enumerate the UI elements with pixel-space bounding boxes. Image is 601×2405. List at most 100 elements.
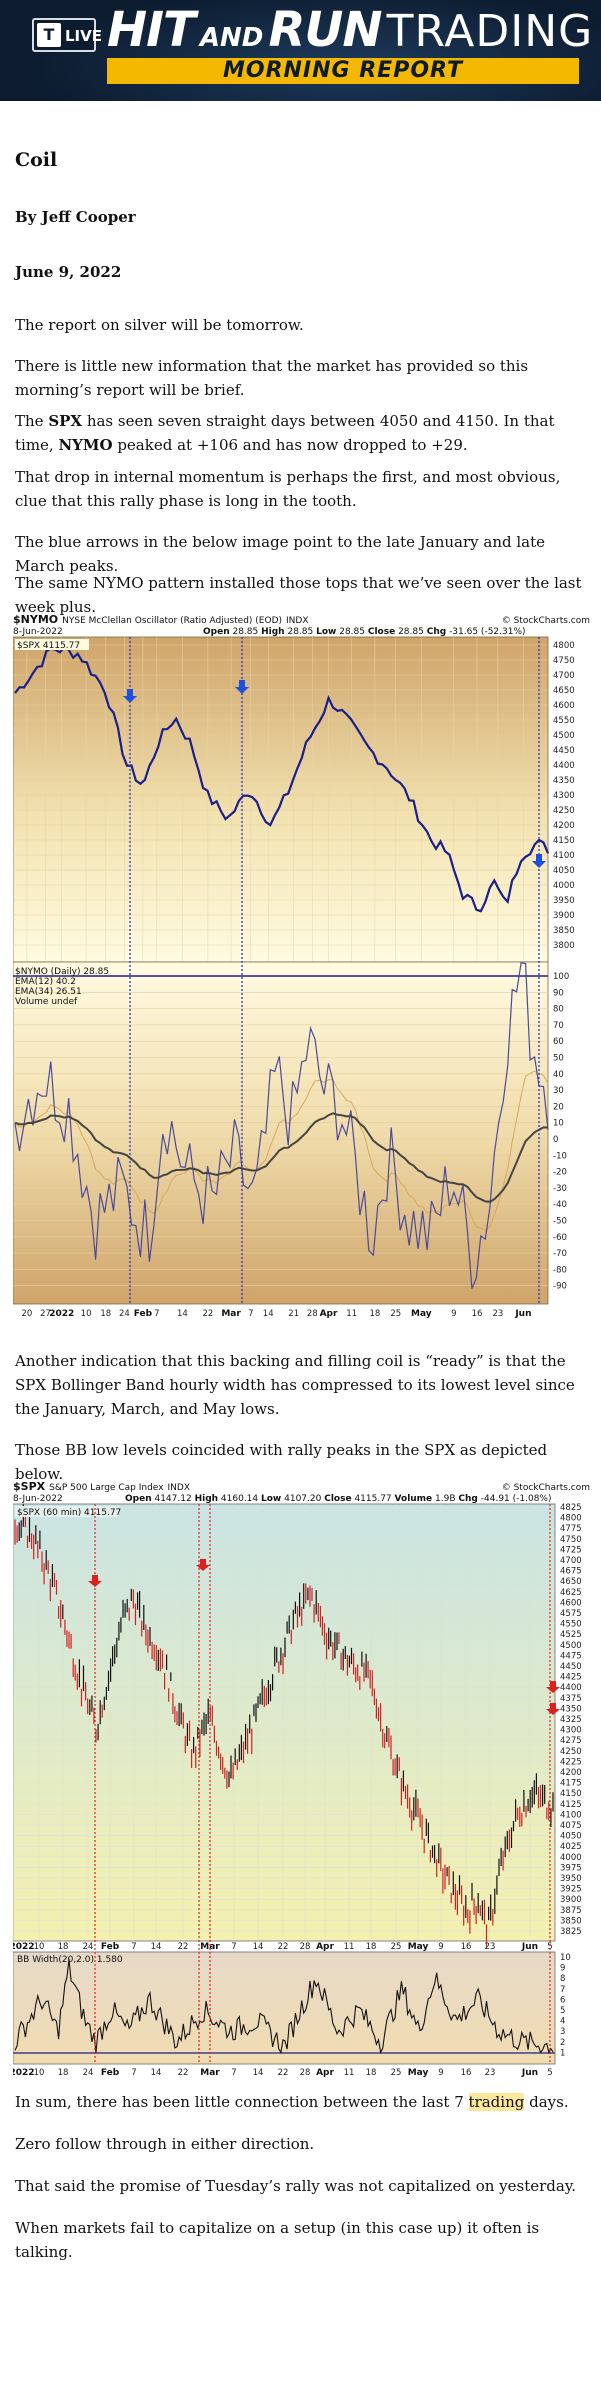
- spx-low-label: Low: [261, 1494, 281, 1504]
- nymo-osc-axis: 1009080706050403020100-10-20-30-40-50-60…: [553, 972, 569, 1292]
- spx-bbwidth-tick: 10: [560, 1953, 571, 1963]
- logo-live-text: LIVE: [65, 27, 102, 45]
- nymo-line: [14, 962, 549, 1289]
- nymo-price-tick: 3900: [553, 911, 575, 921]
- spx-high-label: High: [195, 1494, 218, 1504]
- spx-price-tick: 4600: [560, 1598, 582, 1608]
- nymo-x-tick: 27: [40, 1309, 51, 1319]
- spx-volume-label: Volume: [395, 1494, 433, 1504]
- nymo-legend-4: Volume undef: [15, 997, 78, 1007]
- nymo-x-tick: 16: [472, 1309, 483, 1319]
- spx-price-tick: 3850: [560, 1916, 582, 1926]
- spx-price-tick: 3825: [560, 1927, 582, 1937]
- spx-price-tick: 4725: [560, 1545, 582, 1555]
- red-arrow-icon: [546, 1681, 560, 1693]
- spx-bottom-legend: BB Width(20,2.0) 1.580: [17, 1955, 123, 1965]
- p9-highlight: trading: [468, 2093, 525, 2111]
- nymo-price-tick: 3800: [553, 941, 575, 951]
- nymo-price-tick: 4200: [553, 821, 575, 831]
- nymo-osc-tick: 0: [553, 1135, 558, 1145]
- nymo-x-tick: Jun: [514, 1309, 531, 1319]
- spx-ohlc: Open 4147.12 High 4160.14 Low 4107.20 Cl…: [125, 1494, 552, 1504]
- nymo-osc-tick: 70: [553, 1021, 564, 1031]
- spx-mid-x-tick: 14: [253, 1942, 264, 1952]
- nymo-open-label: Open: [203, 627, 230, 637]
- spx-x-tick: 10: [34, 2068, 45, 2077]
- spx-x-tick: 28: [300, 2068, 311, 2077]
- spx-exchange: INDX: [168, 1483, 190, 1493]
- paragraph-4: That drop in internal momentum is perhap…: [15, 468, 561, 510]
- nymo-price-tick: 4350: [553, 776, 575, 786]
- spx-symbol: $SPX: [13, 1480, 46, 1493]
- nymo-x-tick: 18: [370, 1309, 381, 1319]
- banner-title: HIT AND RUN TRADING: [107, 2, 593, 58]
- spx-price-tick: 4825: [560, 1503, 582, 1513]
- nymo-price-tick: 4550: [553, 716, 575, 726]
- spx-x-tick: Mar: [200, 2068, 220, 2077]
- spx-mid-x-tick: 28: [300, 1942, 311, 1952]
- spx-mid-x-tick: 9: [438, 1942, 443, 1952]
- nymo-legend-1: $NYMO (Daily) 28.85: [15, 967, 109, 977]
- spx-price-tick: 4525: [560, 1630, 582, 1640]
- spx-bbwidth-tick: 1: [560, 2048, 565, 2058]
- nymo-price-tick: 4800: [553, 641, 575, 651]
- spx-x-tick: 2022: [13, 2068, 35, 2077]
- spx-price-panel: [13, 1503, 556, 1942]
- nymo-price-panel: [13, 636, 549, 963]
- nymo-top-legend: $SPX 4115.77: [17, 641, 80, 651]
- spx-bbwidth-tick: 4: [560, 2017, 565, 2027]
- nymo-osc-tick: 10: [553, 1119, 564, 1129]
- nymo-date: 8-Jun-2022: [13, 627, 63, 637]
- nymo-chart-svg: $NYMO NYSE McClellan Oscillator (Ratio Ad…: [13, 613, 590, 1319]
- spx-price-axis: 4825480047754750472547004675465046254600…: [560, 1503, 582, 1937]
- spx-low: 4107.20: [284, 1494, 321, 1504]
- nymo-x-tick: 11: [346, 1309, 357, 1319]
- spx-date: 8-Jun-2022: [13, 1494, 63, 1504]
- title-hit: HIT: [107, 2, 196, 58]
- live-logo[interactable]: T LIVE: [32, 18, 102, 52]
- spx-mid-x-tick: Mar: [200, 1942, 220, 1952]
- nymo-osc-tick: -50: [553, 1217, 567, 1227]
- spx-price-tick: 4100: [560, 1810, 582, 1820]
- spx-mid-x-tick: 18: [366, 1942, 377, 1952]
- subtitle-bar: MORNING REPORT: [107, 58, 579, 84]
- paragraph-3: The SPX has seen seven straight days bet…: [15, 409, 585, 457]
- nymo-x-tick: 14: [263, 1309, 274, 1319]
- nymo-price-tick: 4450: [553, 746, 575, 756]
- nymo-price-tick: 4300: [553, 791, 575, 801]
- nymo-chart: $NYMO NYSE McClellan Oscillator (Ratio Ad…: [13, 612, 591, 1322]
- spx-x-tick: 7: [131, 2068, 136, 2077]
- nymo-x-tick: 23: [492, 1309, 503, 1319]
- p3-spx: SPX: [48, 412, 83, 430]
- nymo-x-tick: Apr: [320, 1309, 338, 1319]
- spx-x-tick: 14: [151, 2068, 162, 2077]
- spx-price-tick: 3975: [560, 1863, 582, 1873]
- spx-price-tick: 4575: [560, 1609, 582, 1619]
- title-trading: TRADING: [386, 6, 594, 57]
- paragraph-12: When markets fail to capitalize on a set…: [15, 2219, 540, 2261]
- p9-part-a: In sum, there has been little connection…: [15, 2093, 469, 2111]
- spx-mid-x-tick: 16: [461, 1942, 472, 1952]
- spx-x-tick: 14: [253, 2068, 264, 2077]
- nymo-x-tick: 14: [177, 1309, 188, 1319]
- spx-x-tick: 5: [547, 2068, 552, 2077]
- red-arrow-icon: [196, 1559, 210, 1571]
- spx-mid-x-tick: 5: [547, 1942, 552, 1952]
- nymo-price-tick: 4650: [553, 686, 575, 696]
- spx-price-tick: 4450: [560, 1662, 582, 1672]
- nymo-price-tick: 4750: [553, 656, 575, 666]
- p3-part-a: The: [15, 412, 49, 430]
- nymo-price-tick: 3950: [553, 896, 575, 906]
- nymo-x-tick: Mar: [221, 1309, 241, 1319]
- spx-mid-x-tick: 7: [231, 1942, 236, 1952]
- nymo-price-tick: 4400: [553, 761, 575, 771]
- spx-price-tick: 4325: [560, 1715, 582, 1725]
- spx-bbwidth-tick: 3: [560, 2027, 565, 2037]
- nymo-osc-tick: 100: [553, 972, 569, 982]
- spx-x-tick: 25: [391, 2068, 402, 2077]
- paragraph-10: Zero follow through in either direction.: [15, 2135, 315, 2153]
- nymo-osc-tick: -40: [553, 1200, 567, 1210]
